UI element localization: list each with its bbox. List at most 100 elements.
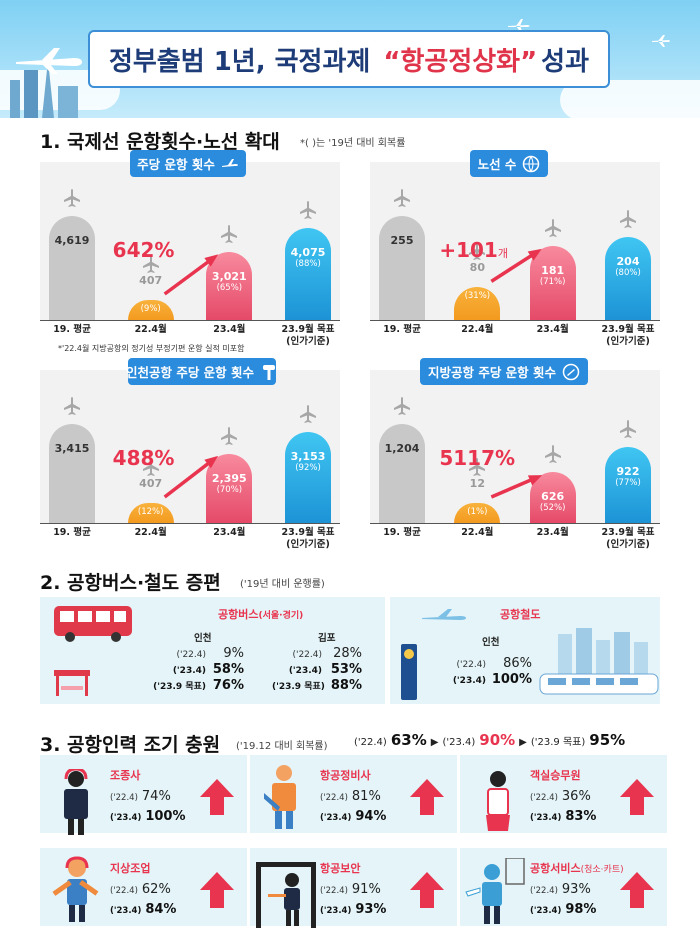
bar-value-label: 12 (1%) xyxy=(447,477,507,517)
bar-value: 407 xyxy=(139,274,163,287)
job-title-text: 조종사 xyxy=(110,769,141,782)
bar-value-label: 181 (71%) xyxy=(523,264,583,287)
bar-value-label: 204 (80%) xyxy=(598,255,658,278)
airplane-icon xyxy=(219,426,239,446)
bar-value: 407 xyxy=(139,477,163,490)
job-title: 지상조업 xyxy=(110,860,150,876)
rate-label: ('23.4) xyxy=(110,813,142,823)
bar-value: 181 xyxy=(541,264,565,278)
job-rate-row: ('22.4) 62% xyxy=(110,882,171,897)
airplane-icon xyxy=(141,457,161,477)
bar-recovery: (77%) xyxy=(615,478,641,489)
rate-value: 93% xyxy=(561,882,591,897)
rate-value: 100% xyxy=(145,809,186,824)
job-title: 공항서비스(청소·카트) xyxy=(530,860,624,876)
job-title: 항공보안 xyxy=(320,860,360,876)
x-tick-label: 22.4월 xyxy=(134,324,167,335)
job-rate-row: ('23.4) 83% xyxy=(530,809,596,824)
rate-label: ('22.4) xyxy=(320,793,348,803)
bar-recovery: (71%) xyxy=(539,277,566,288)
rate-label: ('23.4) xyxy=(320,906,352,916)
job-title-text: 지상조업 xyxy=(110,862,151,875)
bar-value-label: 407 (9%) xyxy=(121,274,181,314)
bar-value: 255 xyxy=(390,234,414,247)
growth-label: +101개 xyxy=(439,238,508,262)
bar-recovery: (9%) xyxy=(140,304,161,314)
job-title-text: 항공보안 xyxy=(320,862,361,875)
bar xyxy=(127,300,174,320)
airplane-icon xyxy=(618,419,638,439)
row-label: ('23.4) xyxy=(172,666,206,676)
rate-value: 94% xyxy=(355,809,387,824)
rate-label: ('23.4) xyxy=(110,906,142,916)
bus-incheon-row: ('23.9 목표) 76% xyxy=(150,678,244,693)
summary-label: ('23.9 목표) xyxy=(530,737,586,748)
row-label: ('22.4) xyxy=(176,650,206,660)
up-arrow-icon xyxy=(620,872,654,908)
bar-recovery: (52%) xyxy=(539,502,566,513)
chart-title: 지방공항 주당 운항 횟수 xyxy=(427,365,557,380)
growth-label: 488% xyxy=(113,446,175,470)
security-gate-icon xyxy=(254,862,324,932)
bar-value: 12 xyxy=(469,477,485,490)
regional-flights-tag: 지방공항 주당 운항 횟수 xyxy=(420,358,588,385)
bar-value: 922 xyxy=(616,465,640,479)
x-tick-label: 19. 평균 xyxy=(383,527,421,538)
bar xyxy=(605,447,651,523)
job-rate-row: ('23.4) 100% xyxy=(110,809,186,824)
row-value: 88% xyxy=(330,678,362,693)
rate-label: ('22.4) xyxy=(530,793,558,803)
bar-recovery: (12%) xyxy=(137,507,164,517)
airplane-icon xyxy=(221,155,239,173)
summary-label: ('23.4) xyxy=(442,737,476,748)
play-arrow-icon: ▶ xyxy=(430,737,439,748)
row-value: 58% xyxy=(212,662,244,677)
summary-value: 95% xyxy=(589,731,626,749)
location-icon xyxy=(562,363,580,381)
bar xyxy=(454,287,501,320)
weekly-flights-tag: 주당 운항 횟수 xyxy=(130,150,246,177)
bar-recovery: (1%) xyxy=(467,507,488,517)
bus-title: 공항버스(서울·경기) xyxy=(218,606,303,622)
summary-value: 63% xyxy=(390,731,427,749)
growth-label: 5117% xyxy=(439,446,515,470)
x-tick-label: 22.4월 xyxy=(461,527,494,538)
header-banner: 정부출범 1년, 국정과제 “항공정상화” 성과 xyxy=(0,0,700,118)
bar-recovery: (65%) xyxy=(216,283,243,294)
rate-label: ('23.4) xyxy=(320,813,352,823)
bar-value-label: 80 (31%) xyxy=(447,261,507,301)
rate-value: 93% xyxy=(355,902,387,917)
summary-value: 90% xyxy=(479,731,516,749)
job-rate-row: ('23.4) 94% xyxy=(320,809,386,824)
section2-title: 2. 공항버스·철도 증편 xyxy=(40,572,221,594)
x-tick-label: 22.4월 xyxy=(134,527,167,538)
bar xyxy=(49,216,95,320)
bar-value-label: 922 (77%) xyxy=(598,465,658,488)
airplane-icon xyxy=(467,241,487,261)
bus-title-text: 공항버스 xyxy=(218,608,259,621)
job-title-text: 객실승무원 xyxy=(530,769,581,782)
rate-label: ('22.4) xyxy=(320,886,348,896)
airplane-icon xyxy=(219,224,239,244)
rate-label: ('23.4) xyxy=(530,906,562,916)
job-title-text: 공항서비스 xyxy=(530,862,581,875)
airplane-icon xyxy=(618,209,638,229)
row-label: ('22.4) xyxy=(456,660,486,670)
section3-note: ('19.12 대비 회복률) xyxy=(236,741,328,752)
section3-summary: ('22.4) 63% ▶ ('23.4) 90% ▶ ('23.9 목표) 95% xyxy=(354,731,625,749)
row-label: ('23.4) xyxy=(288,666,322,676)
airplane-icon xyxy=(62,188,82,208)
chart-title: 노선 수 xyxy=(477,157,517,172)
control-tower-icon xyxy=(260,363,278,381)
airport-service-icon xyxy=(462,857,532,928)
job-rate-row: ('22.4) 81% xyxy=(320,789,381,804)
bar-value-label: 626 (52%) xyxy=(523,490,583,513)
airplane-icon xyxy=(652,35,670,47)
landmarks-decoration xyxy=(10,60,78,118)
bar-recovery: (88%) xyxy=(295,259,321,270)
station-sign-icon xyxy=(401,644,417,700)
chart-title: 인천공항 주당 운항 횟수 xyxy=(125,365,255,380)
job-title: 객실승무원 xyxy=(530,767,581,783)
rail-row: ('23.4) 100% xyxy=(436,672,532,687)
mechanic-icon xyxy=(262,763,304,833)
